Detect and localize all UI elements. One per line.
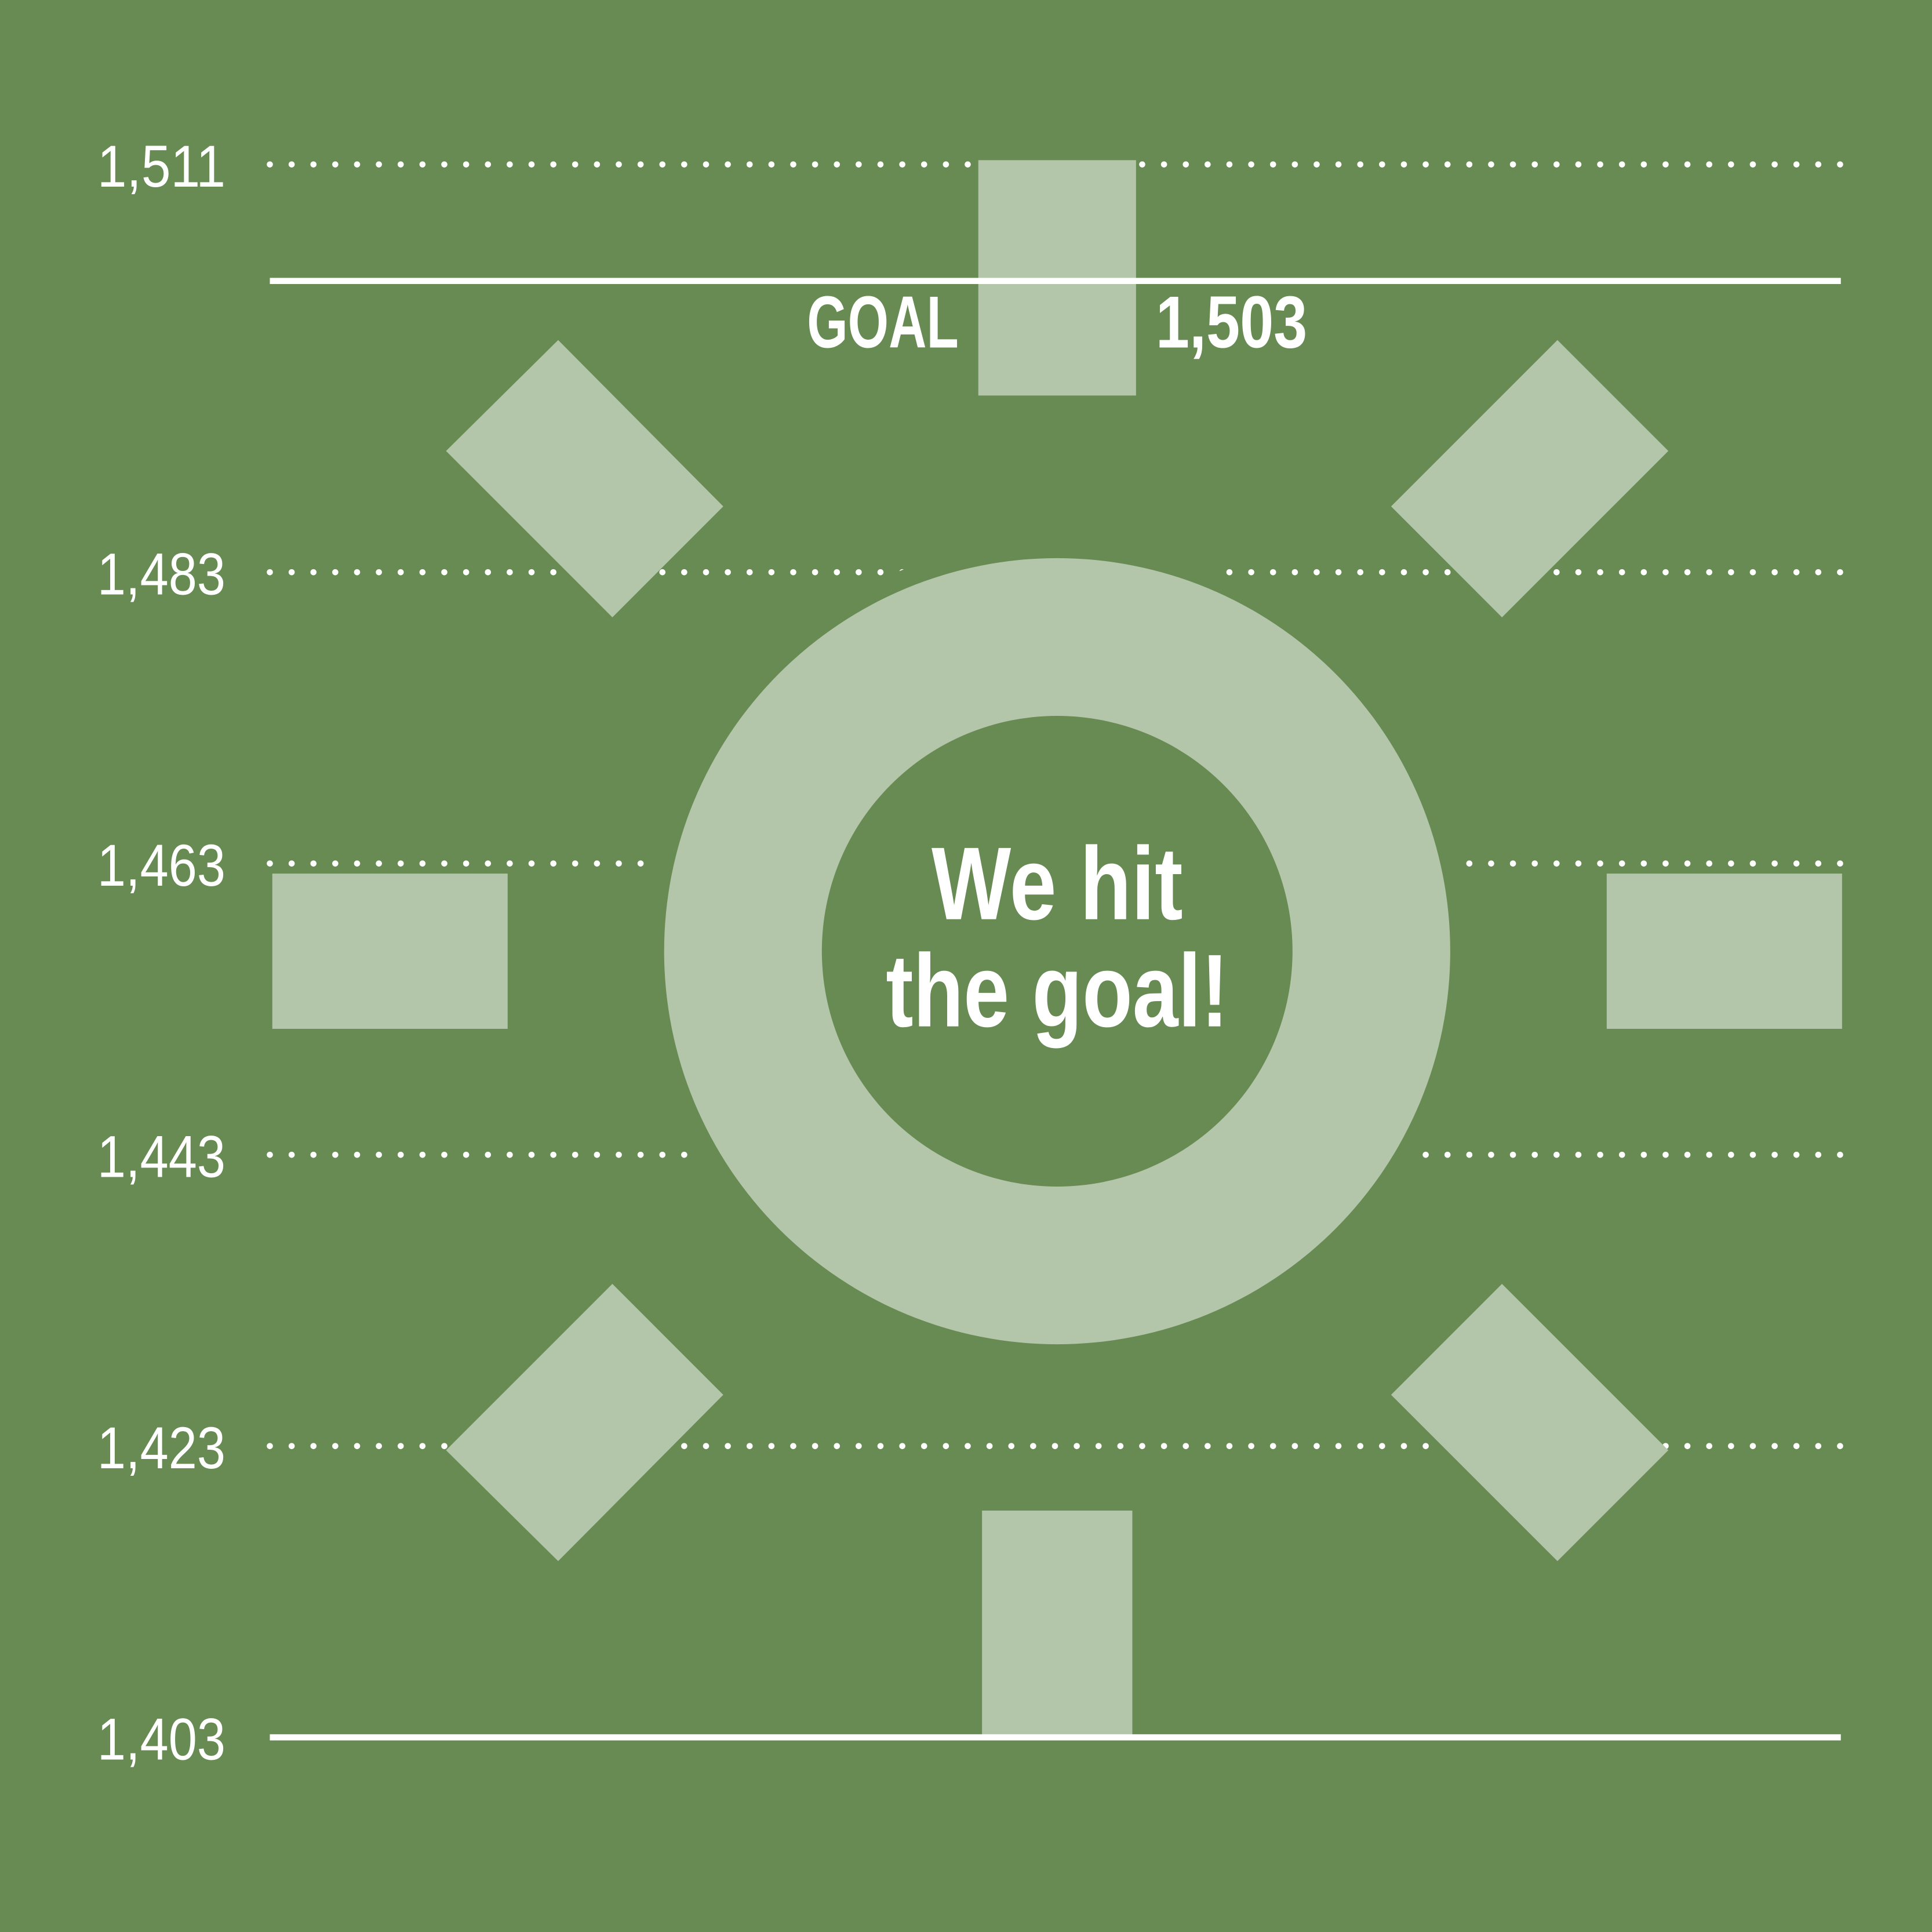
y-tick-label: 1,443: [97, 1123, 225, 1189]
sun-ray-top-right: [1391, 340, 1669, 617]
sun-icon: [272, 160, 1842, 1737]
goal-value: 1,503: [1156, 281, 1307, 363]
sun-ray-top-left: [446, 340, 723, 617]
y-tick-label: 1,483: [97, 541, 225, 607]
sun-center: [821, 715, 1293, 1187]
y-tick-label: 1,423: [97, 1415, 225, 1481]
message-line-1: We hit: [932, 825, 1183, 941]
y-axis-tick-labels: 1,511 1,483 1,463 1,443 1,423 1,403: [97, 133, 225, 1773]
y-tick-label: 1,403: [97, 1706, 225, 1772]
sun-ray-right: [1606, 874, 1842, 1029]
sun-ray-left: [272, 874, 508, 1029]
sun-ray-bottom: [982, 1511, 1133, 1737]
y-tick-label: 1,511: [97, 133, 225, 199]
sun-ray-bottom-right: [1391, 1283, 1669, 1562]
y-tick-label: 1,463: [97, 832, 225, 898]
sun-ray-bottom-left: [446, 1283, 723, 1562]
goal-label: GOAL: [807, 281, 958, 363]
message-line-2: the goal!: [886, 933, 1228, 1049]
